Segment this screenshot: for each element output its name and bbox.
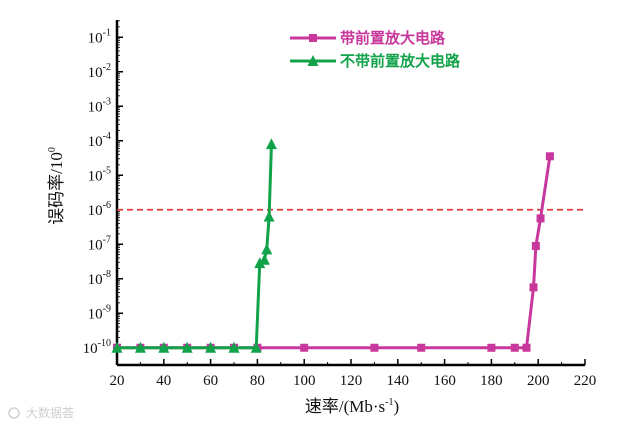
y-tick-label: 10-8	[88, 269, 111, 288]
y-tick-label: 10-1	[88, 27, 111, 46]
x-axis-title-main: 速率/(Mb·s	[305, 397, 385, 416]
y-axis-title-sup: 0	[47, 147, 58, 152]
x-tick-label: 220	[574, 373, 597, 389]
y-tick-label: 10-4	[88, 131, 111, 150]
data-point-with-preamp	[522, 343, 531, 352]
data-point-without-preamp	[263, 210, 275, 222]
data-point-with-preamp	[531, 241, 540, 250]
series-line-without-preamp	[117, 144, 273, 350]
y-tick-base: 10	[88, 99, 103, 115]
x-axis-title: 速率/(Mb·s-1)	[305, 397, 399, 416]
data-point-without-preamp	[111, 341, 123, 353]
y-tick-label: 10-10	[83, 338, 111, 357]
data-point-without-preamp	[181, 341, 193, 353]
y-tick-exponent: -10	[98, 338, 111, 349]
y-tick-label: 10-3	[88, 96, 111, 115]
y-tick-base: 10	[88, 237, 103, 253]
y-tick-base: 10	[88, 168, 103, 184]
y-tick-base: 10	[88, 272, 103, 288]
data-point-without-preamp	[205, 341, 217, 353]
legend-item-with-preamp: 带前置放大电路	[290, 29, 446, 47]
x-tick-label: 200	[527, 373, 550, 389]
data-point-without-preamp	[258, 253, 270, 265]
data-point-with-preamp	[487, 343, 496, 352]
data-point-with-preamp	[529, 283, 538, 292]
data-point-without-preamp	[261, 243, 273, 255]
y-tick-exponent: -5	[103, 165, 111, 176]
x-tick-label: 60	[203, 373, 218, 389]
data-point-without-preamp	[228, 341, 240, 353]
y-tick-label: 10-2	[88, 62, 111, 81]
y-tick-exponent: -4	[103, 131, 111, 142]
watermark-logo-icon	[8, 407, 20, 419]
y-tick-exponent: -7	[103, 234, 111, 245]
legend-marker-without-preamp	[307, 55, 319, 66]
x-tick-label: 40	[156, 373, 171, 389]
y-tick-base: 10	[83, 341, 98, 357]
data-point-without-preamp	[134, 341, 146, 353]
y-axis-title: 误码率/100	[47, 147, 66, 225]
data-point-without-preamp	[250, 341, 262, 353]
y-tick-base: 10	[88, 306, 103, 322]
x-tick-label: 120	[340, 373, 363, 389]
y-axis-title-main: 误码率/10	[47, 152, 66, 225]
legend-item-without-preamp: 不带前置放大电路	[290, 52, 461, 70]
watermark: 大数据荟	[8, 405, 74, 420]
data-point-with-preamp	[417, 343, 426, 352]
y-tick-label: 10-7	[88, 234, 111, 253]
y-tick-exponent: -8	[103, 269, 111, 280]
x-tick-label: 20	[110, 373, 125, 389]
y-tick-exponent: -9	[103, 303, 111, 314]
y-tick-base: 10	[88, 30, 103, 46]
y-tick-base: 10	[88, 134, 103, 150]
series-group	[111, 138, 554, 353]
data-point-with-preamp	[536, 214, 545, 223]
x-tick-label: 140	[387, 373, 410, 389]
data-point-with-preamp	[510, 343, 519, 352]
y-tick-exponent: -6	[103, 200, 111, 211]
series-without-preamp	[111, 138, 277, 353]
x-tick-label: 80	[250, 373, 265, 389]
y-tick-label: 10-5	[88, 165, 111, 184]
data-point-without-preamp	[158, 341, 170, 353]
series-with-preamp	[113, 152, 554, 352]
legend-label-with-preamp: 带前置放大电路	[340, 29, 446, 47]
data-point-without-preamp	[254, 257, 266, 269]
watermark-text: 大数据荟	[26, 405, 74, 420]
data-point-with-preamp	[370, 343, 379, 352]
y-tick-exponent: -1	[103, 27, 111, 38]
y-tick-exponent: -2	[103, 62, 111, 73]
y-tick-label: 10-9	[88, 303, 111, 322]
series-line-with-preamp	[117, 156, 552, 350]
x-tick-label: 100	[293, 373, 316, 389]
legend-marker-with-preamp	[309, 34, 317, 42]
data-point-with-preamp	[300, 343, 309, 352]
legend-label-without-preamp: 不带前置放大电路	[340, 52, 461, 70]
data-point-without-preamp	[265, 138, 277, 150]
axes: 20 40 60 80 100 120 140 160 180 200 22010-110-210-…	[83, 20, 597, 389]
x-tick-label: 160	[433, 373, 456, 389]
x-axis-title-sup: -1	[385, 397, 393, 408]
y-tick-exponent: -3	[103, 96, 111, 107]
y-tick-base: 10	[88, 65, 103, 81]
data-point-with-preamp	[545, 152, 554, 161]
y-tick-base: 10	[88, 203, 103, 219]
x-axis-title-close: )	[393, 397, 399, 416]
y-tick-label: 10-6	[88, 200, 111, 219]
x-tick-label: 180	[480, 373, 503, 389]
